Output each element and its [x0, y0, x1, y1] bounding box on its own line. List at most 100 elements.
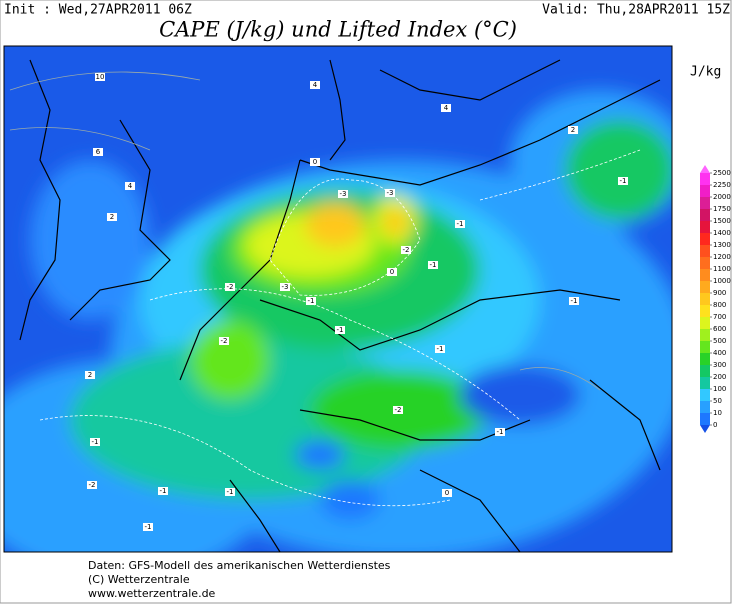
contour-label-bg [225, 488, 235, 496]
contour-label-bg [401, 246, 411, 254]
colorbar-segment [700, 197, 710, 209]
contour-label-bg [569, 297, 579, 305]
contour-label: -1 [337, 326, 344, 334]
contour-label-bg [618, 177, 628, 185]
contour-label-bg [310, 158, 320, 166]
colorbar-segment [700, 245, 710, 257]
contour-label: -2 [89, 481, 96, 489]
contour-label-bg [219, 337, 229, 345]
contour-label: -2 [221, 337, 228, 345]
contour-label: -1 [160, 487, 167, 495]
contour-label-bg [306, 297, 316, 305]
colorbar-segment [700, 341, 710, 353]
colorbar-label: 1750 [713, 205, 731, 213]
colorbar-segment [700, 413, 710, 425]
contour-label-bg [95, 73, 105, 81]
colorbar-segment [700, 185, 710, 197]
colorbar: 0 10 50 100 200 300 400 500 600 700 800 900 1000 1100… [700, 165, 731, 433]
colorbar-label: 2000 [713, 193, 731, 201]
contour-label: 6 [96, 148, 101, 156]
colorbar-label: 1400 [713, 229, 731, 237]
contour-label-bg [442, 489, 452, 497]
contour-label: -1 [497, 428, 504, 436]
contour-label: -2 [403, 246, 410, 254]
contour-label: -1 [430, 261, 437, 269]
colorbar-label: 1300 [713, 241, 731, 249]
contour-label: -3 [387, 189, 394, 197]
contour-label-bg [455, 220, 465, 228]
contour-label-bg [441, 104, 451, 112]
contour-label: 2 [110, 213, 114, 221]
footer-line: (C) Wetterzentrale [88, 573, 190, 586]
contour-label-bg [93, 148, 103, 156]
contour-label: -3 [282, 283, 289, 291]
contour-label: 2 [88, 371, 92, 379]
contour-label-bg [495, 428, 505, 436]
colorbar-label: 2250 [713, 181, 731, 189]
colorbar-label: 600 [713, 325, 726, 333]
colorbar-label: 900 [713, 289, 726, 297]
init-time: Init : Wed,27APR2011 06Z [4, 3, 192, 18]
contour-label: 10 [96, 73, 105, 81]
colorbar-label: 1500 [713, 217, 731, 225]
contour-label-bg [107, 213, 117, 221]
colorbar-segment [700, 209, 710, 221]
colorbar-label: 800 [713, 301, 726, 309]
contour-label-bg [435, 345, 445, 353]
contour-label-bg [125, 182, 135, 190]
colorbar-segment [700, 173, 710, 185]
colorbar-label: 1000 [713, 277, 731, 285]
contour-label-bg [335, 326, 345, 334]
map-frame [3, 45, 673, 553]
colorbar-label: 0 [713, 421, 717, 429]
colorbar-label: 700 [713, 313, 726, 321]
colorbar-segment [700, 221, 710, 233]
contour-label-bg [143, 523, 153, 531]
contour-label-bg [387, 268, 397, 276]
colorbar-label: 500 [713, 337, 726, 345]
contour-label: 4 [313, 81, 318, 89]
contour-label-bg [385, 189, 395, 197]
contour-label: -1 [227, 488, 234, 496]
colorbar-segment [700, 317, 710, 329]
contour-label-bg [158, 487, 168, 495]
colorbar-label: 400 [713, 349, 726, 357]
colorbar-segment [700, 269, 710, 281]
contour-label: -3 [340, 190, 347, 198]
contour-label: -1 [620, 177, 627, 185]
colorbar-segment [700, 401, 710, 413]
contour-label: -1 [308, 297, 315, 305]
contour-label-bg [568, 126, 578, 134]
contour-label: -1 [457, 220, 464, 228]
colorbar-label: 1200 [713, 253, 731, 261]
colorbar-label: 100 [713, 385, 726, 393]
colorbar-label: 300 [713, 361, 726, 369]
contour-label: -1 [571, 297, 578, 305]
colorbar-segment [700, 353, 710, 365]
contour-label-bg [310, 81, 320, 89]
contour-label-bg [225, 283, 235, 291]
contour-label-bg [280, 283, 290, 291]
colorbar-label: 50 [713, 397, 722, 405]
contour-label-bg [90, 438, 100, 446]
colorbar-segment [700, 305, 710, 317]
map-area [4, 46, 672, 552]
colorbar-segment [700, 389, 710, 401]
colorbar-segment [700, 233, 710, 245]
contour-label: 4 [444, 104, 449, 112]
contour-label-bg [393, 406, 403, 414]
contour-label: 4 [128, 182, 133, 190]
colorbar-segment [700, 257, 710, 269]
colorbar-label: 200 [713, 373, 726, 381]
contour-label: -2 [395, 406, 402, 414]
contour-label: 0 [390, 268, 394, 276]
colorbar-segment [700, 293, 710, 305]
footer-line: Daten: GFS-Modell des amerikanischen Wet… [88, 559, 391, 572]
colorbar-label: 10 [713, 409, 722, 417]
contour-label: 0 [313, 158, 317, 166]
valid-time: Valid: Thu,28APR2011 15Z [542, 3, 730, 18]
colorbar-end [700, 165, 710, 173]
contour-label: 2 [571, 126, 575, 134]
contour-label: 0 [445, 489, 449, 497]
